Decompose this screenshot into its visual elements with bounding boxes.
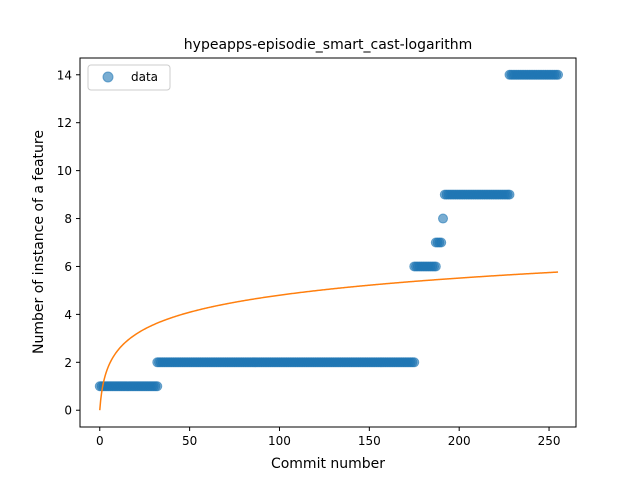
x-tick-label: 200 xyxy=(448,434,471,448)
data-point xyxy=(409,357,420,368)
legend-marker-data xyxy=(102,71,114,83)
y-tick-label: 4 xyxy=(64,308,72,322)
data-point xyxy=(152,381,163,392)
data-point xyxy=(438,213,449,224)
data-point xyxy=(553,69,564,80)
x-tick-label: 150 xyxy=(358,434,381,448)
data-point xyxy=(436,237,447,248)
y-tick-label: 0 xyxy=(64,404,72,418)
y-tick-label: 2 xyxy=(64,356,72,370)
axis-ticks: 0 50 100 150 200 250 0 2 4 6 8 10 12 14 xyxy=(57,68,561,448)
plot-area xyxy=(94,69,564,411)
x-tick-label: 50 xyxy=(182,434,197,448)
x-tick-label: 250 xyxy=(538,434,561,448)
legend-label-data: data xyxy=(131,70,158,84)
legend: data xyxy=(87,64,171,91)
y-axis-label: Number of instance of a feature xyxy=(31,130,47,354)
x-tick-label: 0 xyxy=(96,434,104,448)
y-tick-label: 8 xyxy=(64,212,72,226)
y-tick-label: 14 xyxy=(57,68,72,82)
y-tick-label: 12 xyxy=(57,116,72,130)
axes-frame xyxy=(79,57,577,428)
x-axis-label: Commit number xyxy=(271,456,385,472)
x-tick-label: 100 xyxy=(268,434,291,448)
y-tick-label: 6 xyxy=(64,260,72,274)
chart-title: hypeapps-episodie_smart_cast-logarithm xyxy=(184,37,472,53)
data-point xyxy=(430,261,441,272)
legend-box xyxy=(87,64,171,91)
data-point xyxy=(504,189,515,200)
y-tick-label: 10 xyxy=(57,164,72,178)
fit-line xyxy=(99,271,559,411)
